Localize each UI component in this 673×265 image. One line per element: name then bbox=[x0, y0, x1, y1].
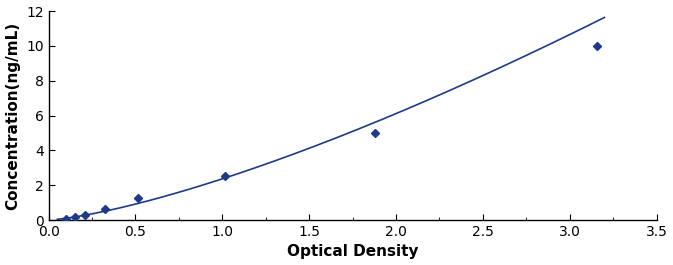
X-axis label: Optical Density: Optical Density bbox=[287, 244, 419, 259]
Y-axis label: Concentration(ng/mL): Concentration(ng/mL) bbox=[5, 21, 21, 210]
